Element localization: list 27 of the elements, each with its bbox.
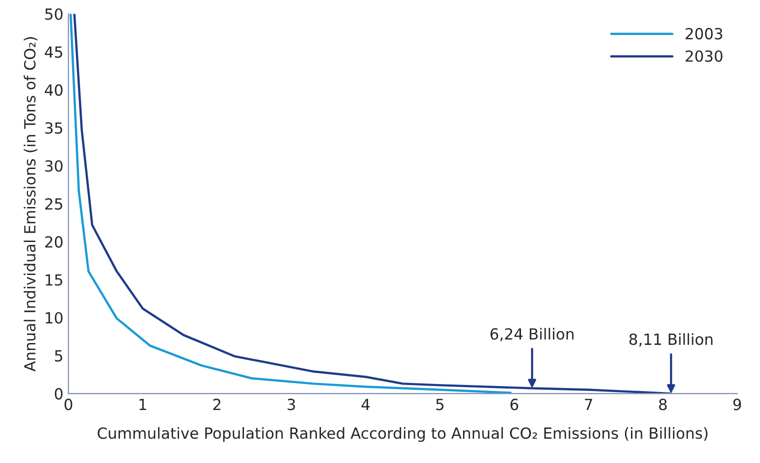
y-tick-label: 30 xyxy=(45,160,63,172)
y-tick-label: 5 xyxy=(55,350,62,362)
x-tick-label: 0 xyxy=(64,398,72,410)
x-tick-label: 6 xyxy=(510,398,518,410)
legend-label: 2003 xyxy=(686,28,722,40)
x-tick-label: 1 xyxy=(140,398,146,410)
x-tick-label: 5 xyxy=(436,398,444,410)
x-tick-label: 3 xyxy=(288,398,295,410)
y-tick-label: 40 xyxy=(44,84,63,96)
x-tick-label: 4 xyxy=(362,398,370,410)
y-tick-label: 10 xyxy=(46,312,63,324)
x-tick-label: 8 xyxy=(659,398,667,410)
y-tick-label: 15 xyxy=(46,274,62,286)
x-tick-label: 2 xyxy=(213,398,220,410)
y-tick-label: 25 xyxy=(45,198,62,210)
x-tick-label: 9 xyxy=(733,398,741,410)
y-axis-title: Annual Individual Emissions (in Tons of CO₂) xyxy=(24,37,38,372)
x-axis-title: Cummulative Population Ranked According to Annual CO₂ Emissions (in Billions) xyxy=(98,427,708,442)
x-tick-label: 7 xyxy=(584,398,592,410)
y-tick-label: 45 xyxy=(44,46,62,58)
annotation: 8,11 Billion xyxy=(629,333,712,347)
annotation: 6,24 Billion xyxy=(490,328,574,342)
y-tick-label: 0 xyxy=(54,388,63,400)
legend-label: 2030 xyxy=(686,50,722,62)
y-tick-label: 50 xyxy=(45,8,63,20)
y-tick-label: 35 xyxy=(45,122,62,134)
y-tick-label: 20 xyxy=(45,236,63,248)
